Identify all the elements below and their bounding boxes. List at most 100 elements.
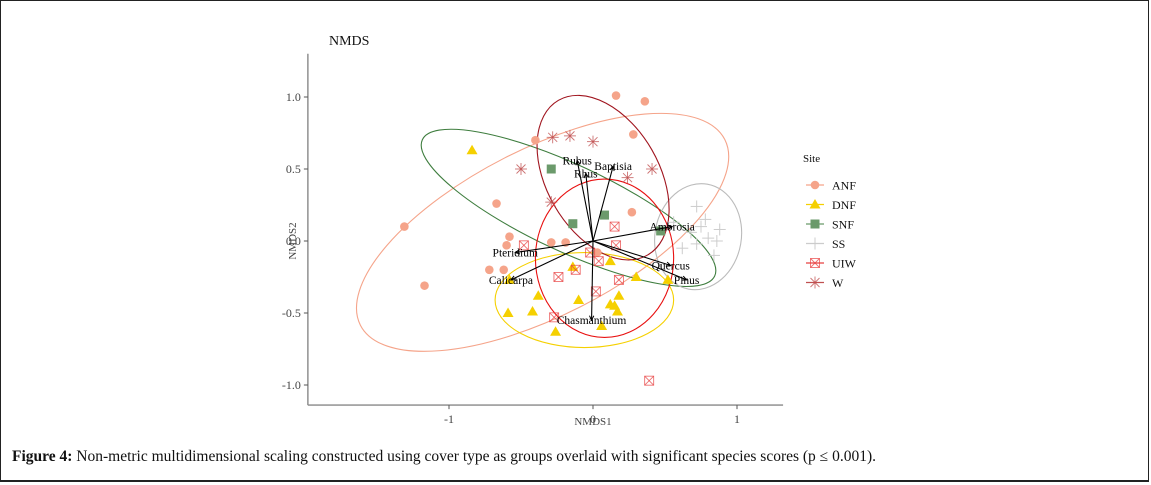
point-ss <box>710 235 723 247</box>
point-uiw <box>549 312 560 323</box>
legend-key-dnf <box>809 199 821 209</box>
box <box>609 221 620 232</box>
point-w <box>621 171 634 184</box>
point-ss <box>713 223 726 236</box>
vector-pinus <box>592 240 687 281</box>
point-snf <box>546 164 556 174</box>
point-dnf <box>466 144 478 155</box>
point-anf <box>400 222 409 231</box>
caption-label: Figure 4: <box>12 448 73 465</box>
ellipse-dnf <box>494 251 675 349</box>
point-anf <box>611 91 621 100</box>
s4 <box>546 197 557 207</box>
legend-label: DNF <box>832 198 856 212</box>
s4 <box>810 277 820 288</box>
y-tick-label: 0.0 <box>286 234 301 248</box>
point-anf <box>627 207 637 217</box>
point-uiw <box>570 264 581 275</box>
vector-arrowhead <box>681 275 688 281</box>
point-dnf <box>527 306 539 316</box>
point-uiw <box>611 240 621 251</box>
points <box>400 91 726 386</box>
point-uiw <box>644 375 655 386</box>
point-uiw <box>593 256 604 267</box>
y-tick-label: 0.5 <box>286 162 301 176</box>
point-anf <box>485 265 494 275</box>
legend-label: SS <box>832 237 845 251</box>
s4 <box>516 164 526 174</box>
vector-label: Pinus <box>674 275 700 287</box>
legend-label: SNF <box>832 218 854 232</box>
legend-label: ANF <box>832 179 856 193</box>
vector-label: Rubus <box>562 155 592 167</box>
point-uiw <box>553 272 564 282</box>
point-dnf <box>550 326 562 336</box>
y-axis-label: NMDS2 <box>287 222 299 259</box>
figure-caption: Figure 4: Non-metric multidimensional sc… <box>12 448 876 466</box>
vector-chasmanthium <box>591 240 594 321</box>
box <box>593 256 604 267</box>
point-ss <box>684 226 697 239</box>
box <box>644 375 655 386</box>
point-anf <box>629 130 638 139</box>
x2 <box>609 221 620 232</box>
legend-key-snf <box>810 219 820 229</box>
point-w <box>587 135 599 148</box>
x-axis-label: NMDS1 <box>574 416 611 428</box>
box <box>611 240 621 251</box>
point-w <box>546 131 559 144</box>
x2 <box>549 312 559 323</box>
vector-arrowhead <box>575 159 581 166</box>
point-dnf <box>502 307 514 317</box>
point-w <box>563 129 576 142</box>
x2 <box>519 240 529 251</box>
legend-key-anf <box>810 180 820 190</box>
x-tick-label: 0 <box>590 412 596 426</box>
point-dnf <box>611 306 623 316</box>
point-dnf <box>613 290 625 300</box>
point-uiw <box>613 274 624 285</box>
point-ss <box>707 249 720 262</box>
vector-ambrosia <box>592 226 673 242</box>
x-tick-label: 1 <box>734 412 740 426</box>
point-anf <box>593 248 602 257</box>
point-anf <box>546 238 556 247</box>
vector-pteridium <box>515 240 594 254</box>
box <box>613 274 624 285</box>
vector-label: Baptisia <box>594 161 632 173</box>
vector-arrowhead <box>665 261 672 267</box>
x2 <box>591 286 601 297</box>
s4 <box>547 132 558 143</box>
chart-title: NMDS <box>329 34 369 49</box>
y-tick-label: -1.0 <box>282 378 301 392</box>
y-tick-label: -0.5 <box>282 306 301 320</box>
point-uiw <box>518 240 529 251</box>
vector-arrowhead <box>514 249 521 255</box>
point-ss <box>676 242 689 255</box>
point-dnf <box>630 271 642 281</box>
point-anf <box>640 97 650 106</box>
point-w <box>515 163 527 175</box>
box <box>810 258 820 268</box>
vector-label: Ambrosia <box>650 222 695 234</box>
x2 <box>553 272 564 282</box>
vector-arrowhead <box>589 315 595 322</box>
box <box>570 264 581 275</box>
point-w <box>646 163 659 175</box>
point-ss <box>667 216 680 229</box>
ellipse-uiw <box>534 178 675 339</box>
x2 <box>611 240 621 251</box>
point-snf <box>656 226 666 236</box>
vector-calicarpa <box>510 240 594 281</box>
point-dnf <box>532 290 544 300</box>
vector-quercus <box>592 240 671 267</box>
vector-label: Rhus <box>574 168 598 180</box>
box <box>585 247 596 258</box>
vector-arrowhead <box>583 172 589 179</box>
s4 <box>622 172 633 183</box>
point-uiw <box>590 286 601 297</box>
x-tick-label: -1 <box>444 412 454 426</box>
legend-title: Site <box>803 153 820 165</box>
point-anf <box>531 135 540 145</box>
x2 <box>570 264 581 275</box>
